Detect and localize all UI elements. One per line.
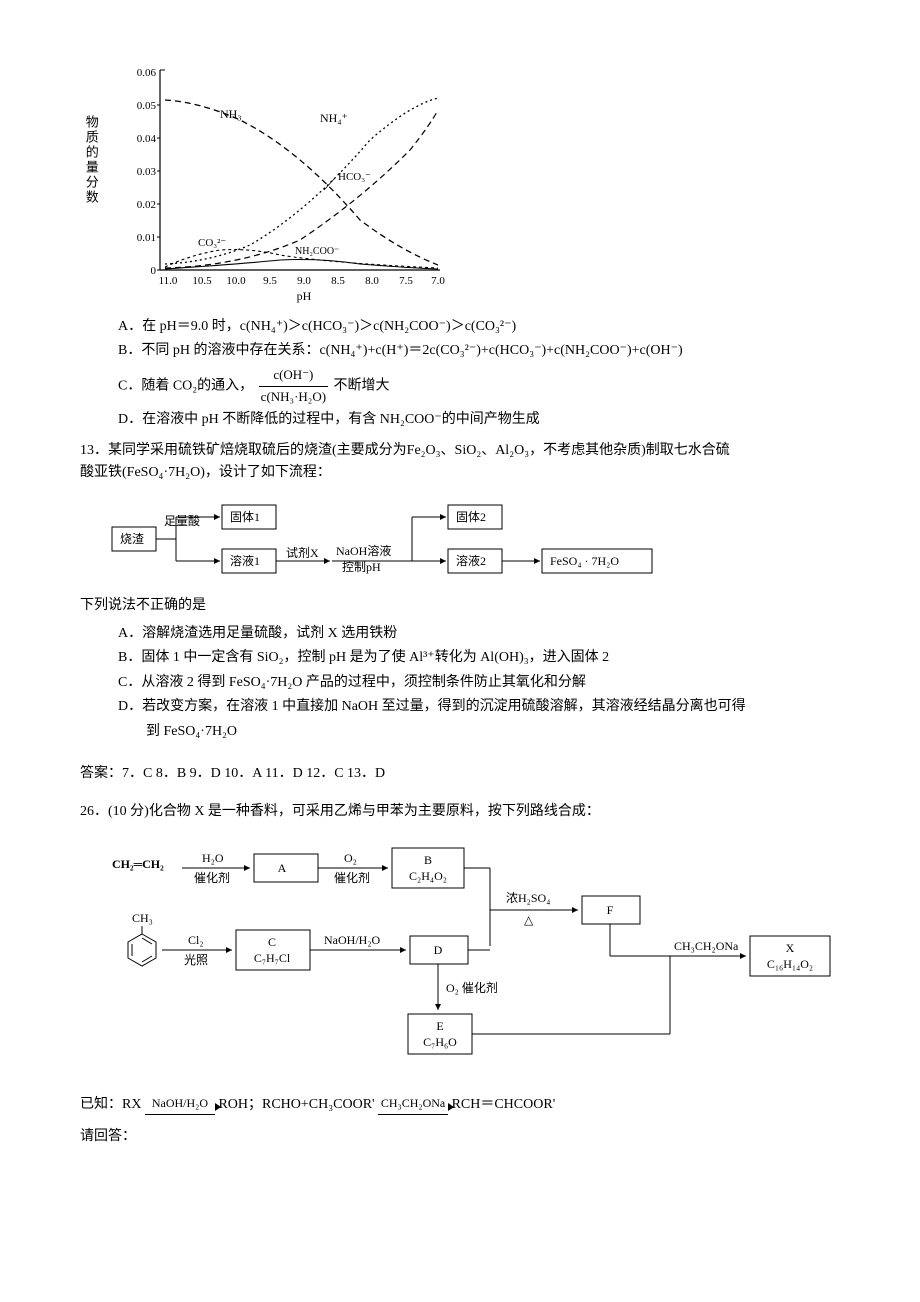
q12-option-d: D．在溶液中 pH 不断降低的过程中，有含 NH₂COO⁻的中间产物生成 xyxy=(118,409,840,431)
svg-text:FeSO₄ · 7H₂O: FeSO₄ · 7H₂O xyxy=(550,554,619,568)
svg-text:8.0: 8.0 xyxy=(365,275,379,287)
frac-den: c(NH₃·H₂O) xyxy=(259,387,328,408)
q13-stem-line1: 13．某同学采用硫铁矿焙烧取硫后的烧渣(主要成分为Fe₂O₃、SiO₂、Al₂O… xyxy=(80,440,840,462)
answers: 答案：7．C 8．B 9．D 10．A 11．D 12．C 13．D xyxy=(80,763,840,785)
svg-text:H₂O: H₂O xyxy=(202,851,224,865)
fraction: c(OH⁻) c(NH₃·H₂O) xyxy=(259,365,328,408)
svg-text:9.5: 9.5 xyxy=(263,275,277,287)
known-prefix: 已知：RX xyxy=(80,1097,141,1112)
q12-c-prefix: C．随着 CO₂的通入， xyxy=(118,378,253,393)
svg-text:CH₃CH₂ONa: CH₃CH₂ONa xyxy=(674,939,739,953)
svg-text:NH₄⁺: NH₄⁺ xyxy=(320,111,348,125)
svg-text:控制pH: 控制pH xyxy=(342,560,381,574)
q13-flow-diagram: 烧渣 足量酸 固体1 溶液1 试剂X NaOH溶液 xyxy=(110,495,840,585)
svg-text:7.0: 7.0 xyxy=(431,275,445,287)
q13-option-c: C．从溶液 2 得到 FeSO₄·7H₂O 产品的过程中，须控制条件防止其氧化和… xyxy=(118,672,840,694)
svg-text:△: △ xyxy=(524,913,534,927)
known-suffix: RCH＝CHCOOR' xyxy=(452,1097,556,1112)
q26-known: 已知：RX NaOH/H₂O ROH；RCHO+CH₃COOR' CH₃CH₂O… xyxy=(80,1094,840,1116)
svg-text:C₇H₇Cl: C₇H₇Cl xyxy=(254,951,291,965)
svg-text:NH₃: NH₃ xyxy=(220,107,242,121)
svg-text:浓H₂SO₄: 浓H₂SO₄ xyxy=(506,891,550,905)
svg-text:固体2: 固体2 xyxy=(456,510,486,524)
q12-options: A．在 pH＝9.0 时，c(NH₄⁺)＞c(HCO₃⁻)＞c(NH₂COO⁻)… xyxy=(118,316,840,432)
q13-not-correct: 下列说法不正确的是 xyxy=(80,595,840,617)
svg-text:0.05: 0.05 xyxy=(137,100,157,112)
q12-option-b: B．不同 pH 的溶液中存在关系：c(NH₄⁺)+c(H⁺)＝2c(CO₃²⁻)… xyxy=(118,340,840,362)
svg-text:试剂X: 试剂X xyxy=(286,545,319,560)
question-13: 13．某同学采用硫铁矿焙烧取硫后的烧渣(主要成分为Fe₂O₃、SiO₂、Al₂O… xyxy=(80,440,840,743)
q12-c-suffix: 不断增大 xyxy=(334,378,390,393)
svg-text:NaOH/H₂O: NaOH/H₂O xyxy=(324,933,381,947)
chart-container: 物质的量分数 0 0.01 0.02 0.03 0.04 0.05 0.06 xyxy=(90,50,840,310)
svg-text:X: X xyxy=(786,941,795,955)
svg-text:0.02: 0.02 xyxy=(137,199,156,211)
known-mid: ROH；RCHO+CH₃COOR' xyxy=(218,1097,374,1112)
svg-text:CH₃: CH₃ xyxy=(132,911,153,925)
q26-synthesis-diagram: CH₂═CH₂ H₂O 催化剂 A O₂ 催化剂 B C₂H₄O₂ xyxy=(110,838,840,1076)
svg-text:烧渣: 烧渣 xyxy=(120,532,144,546)
svg-text:0.06: 0.06 xyxy=(137,67,157,79)
q13-stem-line2: 酸亚铁(FeSO₄·7H₂O)，设计了如下流程： xyxy=(80,462,840,484)
svg-text:0.01: 0.01 xyxy=(137,232,156,244)
svg-text:O₂: O₂ xyxy=(344,851,357,865)
arrow-1: NaOH/H₂O xyxy=(145,1094,215,1115)
q13-option-d-2: 到 FeSO₄·7H₂O xyxy=(118,721,840,743)
q12-option-c: C．随着 CO₂的通入， c(OH⁻) c(NH₃·H₂O) 不断增大 xyxy=(118,365,840,408)
svg-text:9.0: 9.0 xyxy=(297,275,311,287)
svg-text:固体1: 固体1 xyxy=(230,510,260,524)
svg-text:O₂ 催化剂: O₂ 催化剂 xyxy=(446,980,498,995)
q13-option-a: A．溶解烧渣选用足量硫酸，试剂 X 选用铁粉 xyxy=(118,623,840,645)
svg-text:8.5: 8.5 xyxy=(331,275,345,287)
svg-text:NaOH溶液: NaOH溶液 xyxy=(336,543,391,558)
svg-text:溶液2: 溶液2 xyxy=(456,553,486,568)
svg-text:0.03: 0.03 xyxy=(137,166,157,178)
svg-text:C: C xyxy=(268,935,276,949)
svg-text:10.0: 10.0 xyxy=(226,275,246,287)
q12-option-a: A．在 pH＝9.0 时，c(NH₄⁺)＞c(HCO₃⁻)＞c(NH₂COO⁻)… xyxy=(118,316,840,338)
q26-stem: 26．(10 分)化合物 X 是一种香料，可采用乙烯与甲苯为主要原料，按下列路线… xyxy=(80,801,840,823)
q13-option-d-1: D．若改变方案，在溶液 1 中直接加 NaOH 至过量，得到的沉淀用硫酸溶解，其… xyxy=(118,696,840,718)
svg-text:光照: 光照 xyxy=(184,953,208,967)
svg-text:F: F xyxy=(607,903,614,917)
svg-text:C₂H₄O₂: C₂H₄O₂ xyxy=(409,869,447,883)
svg-text:11.0: 11.0 xyxy=(159,275,178,287)
svg-text:C₇H₆O: C₇H₆O xyxy=(423,1035,457,1049)
svg-text:足量酸: 足量酸 xyxy=(164,513,200,528)
svg-text:E: E xyxy=(436,1019,443,1033)
svg-text:CH₂═CH₂: CH₂═CH₂ xyxy=(112,857,164,871)
q26-please: 请回答： xyxy=(80,1126,840,1148)
arrow-2: CH₃CH₂ONa xyxy=(378,1094,448,1115)
svg-text:D: D xyxy=(434,943,443,957)
svg-text:10.5: 10.5 xyxy=(192,275,212,287)
svg-text:HCO₃⁻: HCO₃⁻ xyxy=(338,171,371,183)
svg-text:A: A xyxy=(278,861,287,875)
question-26: 26．(10 分)化合物 X 是一种香料，可采用乙烯与甲苯为主要原料，按下列路线… xyxy=(80,801,840,1149)
svg-text:C₁₆H₁₄O₂: C₁₆H₁₄O₂ xyxy=(767,957,813,971)
svg-text:CO₃²⁻: CO₃²⁻ xyxy=(198,237,226,249)
q13-options: A．溶解烧渣选用足量硫酸，试剂 X 选用铁粉 B．固体 1 中一定含有 SiO₂… xyxy=(118,623,840,743)
svg-text:催化剂: 催化剂 xyxy=(334,870,370,885)
svg-text:pH: pH xyxy=(297,289,312,303)
svg-text:催化剂: 催化剂 xyxy=(194,870,230,885)
y-axis-label: 物质的量分数 xyxy=(80,115,101,205)
species-vs-ph-chart: 0 0.01 0.02 0.03 0.04 0.05 0.06 11.0 10.… xyxy=(120,50,460,310)
svg-text:0.04: 0.04 xyxy=(137,133,157,145)
svg-text:NH₂COO⁻: NH₂COO⁻ xyxy=(295,246,339,257)
frac-num: c(OH⁻) xyxy=(259,365,328,387)
svg-text:7.5: 7.5 xyxy=(399,275,413,287)
svg-text:溶液1: 溶液1 xyxy=(230,553,260,568)
svg-text:B: B xyxy=(424,853,432,867)
svg-text:Cl₂: Cl₂ xyxy=(188,933,204,947)
svg-text:0: 0 xyxy=(151,265,157,277)
q13-option-b: B．固体 1 中一定含有 SiO₂，控制 pH 是为了使 Al³⁺转化为 Al(… xyxy=(118,647,840,669)
